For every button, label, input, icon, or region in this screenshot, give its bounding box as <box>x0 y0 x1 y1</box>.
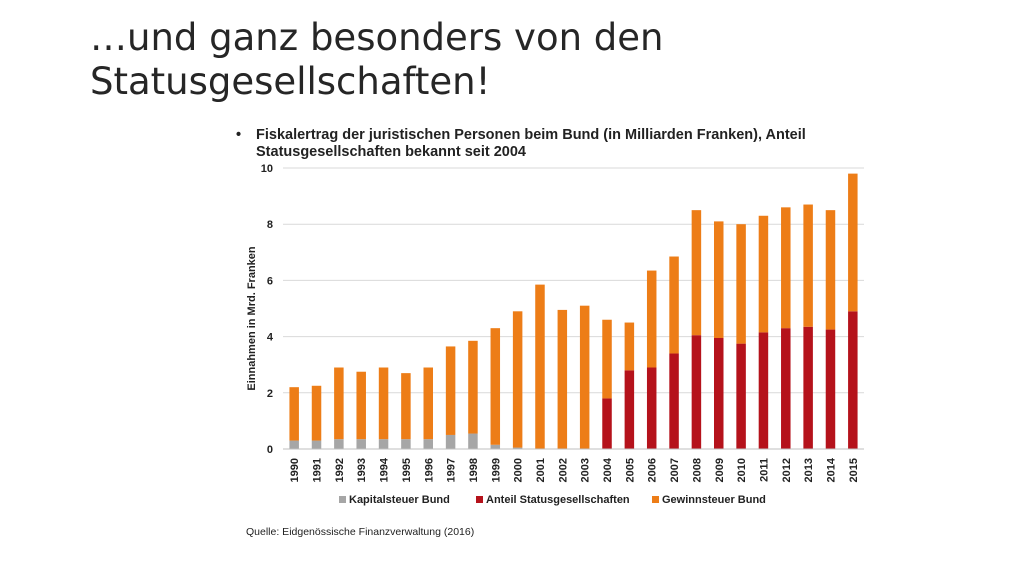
x-tick-label: 2012 <box>781 458 793 482</box>
x-tick-label: 2011 <box>758 458 770 482</box>
x-tick-label: 2007 <box>669 458 681 482</box>
bar-segment <box>289 440 299 449</box>
x-tick-label: 2009 <box>714 458 726 482</box>
bar-segment <box>848 311 858 449</box>
bar-segment <box>669 256 679 354</box>
bar-segment <box>490 328 501 445</box>
bar-segment <box>758 215 769 333</box>
x-tick-label: 2014 <box>825 457 837 482</box>
x-tick-label: 1991 <box>312 458 324 482</box>
y-tick-label: 6 <box>267 275 273 287</box>
bar-segment <box>334 439 344 449</box>
x-tick-label: 2003 <box>580 458 592 482</box>
y-tick-label: 2 <box>267 388 273 400</box>
x-tick-label: 1996 <box>423 458 435 482</box>
y-tick-label: 0 <box>267 444 273 456</box>
bar-segment <box>401 439 411 449</box>
bars <box>289 173 858 449</box>
bar-segment <box>602 319 612 399</box>
bar-segment <box>714 221 724 339</box>
bar-segment <box>624 370 635 449</box>
bar-segment <box>781 328 791 449</box>
bar-segment <box>579 305 590 449</box>
x-tick-label: 1990 <box>289 458 301 482</box>
slide-title: …und ganz besonders von den Statusgesell… <box>90 16 664 103</box>
bar-segment <box>490 444 501 449</box>
bar-segment <box>848 173 858 312</box>
x-tick-label: 1995 <box>401 458 413 482</box>
bar-segment <box>512 311 523 448</box>
bar-segment <box>646 367 657 449</box>
bar-segment <box>445 434 456 449</box>
bar-segment <box>825 329 836 449</box>
y-axis-title: Einnahmen in Mrd. Franken <box>246 246 258 391</box>
legend-label: Gewinnsteuer Bund <box>662 494 766 506</box>
source-note: Quelle: Eidgenössische Finanzverwaltung … <box>246 526 475 538</box>
gridlines <box>283 167 864 450</box>
x-tick-label: 2015 <box>848 458 860 482</box>
bar-segment <box>691 335 702 449</box>
bar-segment <box>378 439 389 449</box>
legend-label: Kapitalsteuer Bund <box>349 494 450 506</box>
x-tick-label: 2002 <box>557 458 569 482</box>
legend-label: Anteil Statusgesellschaften <box>486 494 630 506</box>
x-tick-label: 2008 <box>691 458 703 482</box>
bar-segment <box>512 447 523 449</box>
legend-swatch <box>652 496 659 503</box>
bullet-marker: • <box>236 127 242 143</box>
x-tick-label: 1999 <box>490 458 502 482</box>
x-tick-label: 2001 <box>535 458 547 482</box>
bar-segment <box>646 270 657 368</box>
bar-segment <box>691 210 702 336</box>
bar-segment <box>468 433 478 449</box>
bar-segment <box>535 284 545 449</box>
bar-segment <box>289 387 299 441</box>
bar-segment <box>669 353 679 449</box>
bar-segment <box>356 371 366 440</box>
legend-swatch <box>476 496 483 503</box>
bar-segment <box>378 367 389 440</box>
y-tick-label: 4 <box>267 332 274 344</box>
bar-segment <box>758 332 769 449</box>
bar-segment <box>311 385 322 441</box>
bar-segment <box>445 346 456 435</box>
x-tick-label: 2006 <box>647 458 659 482</box>
bar-segment <box>401 373 411 440</box>
y-tick-label: 8 <box>267 219 273 231</box>
bar-segment <box>803 204 813 327</box>
chart-description: Fiskalertrag der juristischen Personen b… <box>256 127 806 160</box>
x-tick-label: 1997 <box>446 458 458 482</box>
x-tick-label: 1994 <box>379 457 391 482</box>
bar-segment <box>334 367 344 440</box>
bar-segment <box>736 224 746 344</box>
bar-segment <box>423 439 433 449</box>
x-tick-label: 1998 <box>468 458 480 482</box>
x-tick-label: 1992 <box>334 458 346 482</box>
y-tick-label: 10 <box>261 163 273 175</box>
bar-segment <box>311 440 322 449</box>
legend-swatch <box>339 496 346 503</box>
bar-segment <box>557 309 568 449</box>
bar-segment <box>736 343 746 449</box>
x-tick-label: 2010 <box>736 458 748 482</box>
bar-segment <box>468 340 478 434</box>
bar-segment <box>624 322 635 371</box>
legend: Kapitalsteuer Bund Anteil Statusgesellsch… <box>339 494 766 506</box>
bar-segment <box>423 367 433 440</box>
bar-segment <box>602 398 612 449</box>
axes: 0 2 4 6 8 10 1990 1991 1992 1993 1994 1995 1996 1997 1… <box>261 163 864 482</box>
x-tick-label: 2004 <box>602 457 614 482</box>
x-tick-label: 1993 <box>356 458 368 482</box>
x-tick-label: 2000 <box>513 458 525 482</box>
bar-segment <box>825 210 836 330</box>
bar-segment <box>714 338 724 449</box>
bar-segment <box>803 326 813 449</box>
bar-segment <box>781 207 791 329</box>
x-tick-label: 2013 <box>803 458 815 482</box>
bar-segment <box>356 439 366 449</box>
x-tick-label: 2005 <box>624 458 636 482</box>
